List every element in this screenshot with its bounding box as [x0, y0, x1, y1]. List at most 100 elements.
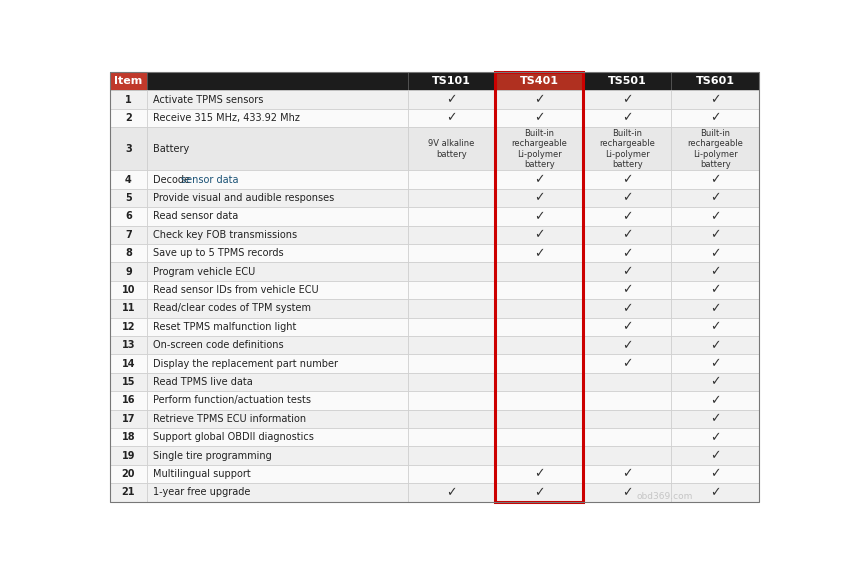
- Bar: [672, 127, 759, 170]
- Bar: [110, 465, 147, 483]
- Text: Program vehicle ECU: Program vehicle ECU: [153, 266, 254, 277]
- Bar: [408, 189, 495, 207]
- Bar: [583, 465, 672, 483]
- Bar: [495, 299, 583, 318]
- Text: ✓: ✓: [710, 412, 721, 425]
- Bar: [583, 90, 672, 109]
- Bar: [583, 318, 672, 336]
- Text: 21: 21: [122, 487, 135, 498]
- Text: Single tire programming: Single tire programming: [153, 450, 271, 461]
- Bar: [672, 318, 759, 336]
- Bar: [408, 391, 495, 410]
- Text: Read sensor data: Read sensor data: [153, 211, 237, 222]
- Bar: [495, 207, 583, 225]
- Bar: [672, 225, 759, 244]
- Bar: [408, 109, 495, 127]
- Bar: [408, 72, 495, 90]
- Bar: [110, 281, 147, 299]
- Bar: [672, 72, 759, 90]
- Bar: [110, 244, 147, 262]
- Bar: [110, 90, 147, 109]
- Bar: [408, 225, 495, 244]
- Bar: [147, 72, 408, 90]
- Bar: [583, 127, 672, 170]
- Bar: [672, 244, 759, 262]
- Bar: [147, 446, 408, 465]
- Text: ✓: ✓: [710, 357, 721, 370]
- Text: 20: 20: [122, 469, 135, 479]
- Bar: [147, 336, 408, 354]
- Bar: [495, 109, 583, 127]
- Text: 9: 9: [126, 266, 131, 277]
- Bar: [495, 465, 583, 483]
- Text: ✓: ✓: [710, 93, 721, 106]
- Text: 9V alkaline
battery: 9V alkaline battery: [428, 139, 475, 158]
- Bar: [583, 354, 672, 373]
- Bar: [672, 109, 759, 127]
- Text: Perform function/actuation tests: Perform function/actuation tests: [153, 395, 310, 406]
- Bar: [495, 127, 583, 170]
- Text: ✓: ✓: [622, 173, 633, 186]
- Text: ✓: ✓: [710, 173, 721, 186]
- Bar: [495, 225, 583, 244]
- Text: ✓: ✓: [622, 228, 633, 241]
- Bar: [583, 299, 672, 318]
- Text: ✓: ✓: [622, 265, 633, 278]
- Text: 5: 5: [126, 193, 131, 203]
- Text: ✓: ✓: [710, 431, 721, 444]
- Text: ✓: ✓: [534, 228, 544, 241]
- Bar: [110, 262, 147, 281]
- Text: Read/clear codes of TPM system: Read/clear codes of TPM system: [153, 303, 310, 314]
- Bar: [672, 465, 759, 483]
- Bar: [672, 262, 759, 281]
- Text: ✓: ✓: [622, 111, 633, 124]
- Text: TS401: TS401: [520, 76, 559, 86]
- Bar: [672, 170, 759, 189]
- Bar: [147, 428, 408, 446]
- Bar: [147, 127, 408, 170]
- Bar: [110, 391, 147, 410]
- Bar: [147, 109, 408, 127]
- Text: 10: 10: [122, 285, 135, 295]
- Bar: [408, 465, 495, 483]
- Bar: [495, 354, 583, 373]
- Bar: [583, 446, 672, 465]
- Text: 15: 15: [122, 377, 135, 387]
- Bar: [408, 281, 495, 299]
- Text: 12: 12: [122, 322, 135, 332]
- Text: TS101: TS101: [432, 76, 471, 86]
- Text: ✓: ✓: [534, 173, 544, 186]
- Bar: [408, 446, 495, 465]
- Text: Retrieve TPMS ECU information: Retrieve TPMS ECU information: [153, 414, 305, 424]
- Text: Built-in
rechargeable
Li-polymer
battery: Built-in rechargeable Li-polymer battery: [688, 129, 744, 169]
- Bar: [672, 336, 759, 354]
- Bar: [408, 410, 495, 428]
- Text: sensor data: sensor data: [181, 174, 238, 185]
- Text: ✓: ✓: [446, 93, 457, 106]
- Text: ✓: ✓: [710, 449, 721, 462]
- Bar: [583, 428, 672, 446]
- Bar: [495, 336, 583, 354]
- Bar: [147, 465, 408, 483]
- Bar: [110, 127, 147, 170]
- Text: 11: 11: [122, 303, 135, 314]
- Bar: [408, 170, 495, 189]
- Text: ✓: ✓: [534, 210, 544, 223]
- Text: ✓: ✓: [710, 228, 721, 241]
- Bar: [672, 207, 759, 225]
- Bar: [408, 428, 495, 446]
- Bar: [583, 72, 672, 90]
- Bar: [110, 72, 147, 90]
- Text: ✓: ✓: [534, 486, 544, 499]
- Bar: [147, 299, 408, 318]
- Text: ✓: ✓: [534, 93, 544, 106]
- Bar: [408, 336, 495, 354]
- Bar: [110, 207, 147, 225]
- Bar: [147, 354, 408, 373]
- Bar: [110, 336, 147, 354]
- Text: obd369.com: obd369.com: [636, 492, 693, 500]
- Text: 18: 18: [121, 432, 136, 442]
- Text: Receive 315 MHz, 433.92 Mhz: Receive 315 MHz, 433.92 Mhz: [153, 113, 299, 123]
- Text: 4: 4: [126, 174, 131, 185]
- Bar: [672, 299, 759, 318]
